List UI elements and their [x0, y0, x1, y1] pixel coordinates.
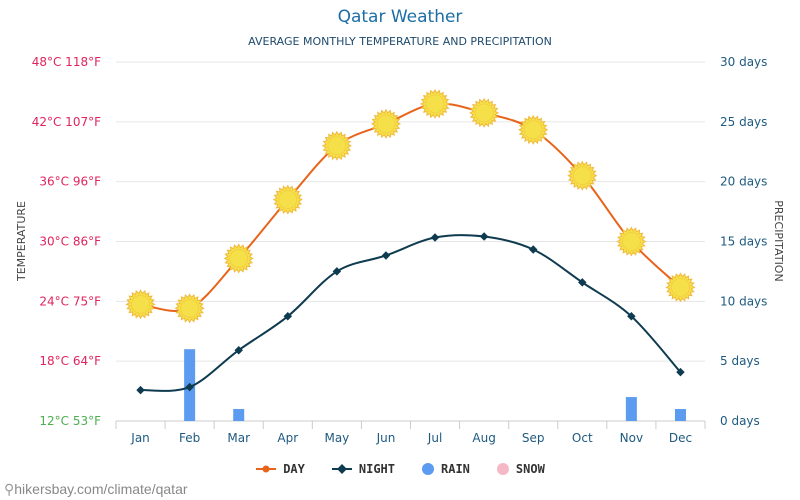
night-point [528, 245, 538, 254]
pin-icon: ⚲ [4, 481, 15, 497]
x-tick-label: Nov [620, 431, 643, 445]
y-right-tick-label: 0 days [720, 414, 760, 428]
legend-item-snow[interactable]: SNOW [496, 462, 545, 476]
night-series-line [140, 234, 682, 392]
night-point [185, 382, 194, 392]
x-tick-label: Mar [227, 431, 250, 445]
source-link-text: hikersbay.com/climate/qatar [14, 481, 188, 497]
x-tick-label: Sep [522, 431, 545, 445]
x-tick-label: Jun [376, 431, 396, 445]
x-tick-label: Jul [427, 431, 442, 445]
night-point [332, 267, 342, 276]
x-tick-label: May [324, 431, 349, 445]
legend: DAY NIGHT RAIN SNOW [0, 462, 800, 476]
legend-item-night[interactable]: NIGHT [331, 462, 395, 476]
night-point [381, 251, 391, 260]
y-right-tick-label: 5 days [720, 354, 760, 368]
y-left-tick-label: 18°C 64°F [39, 354, 101, 368]
y-left-tick-label: 30°C 86°F [39, 235, 101, 249]
night-point [479, 232, 489, 241]
night-line-icon [331, 464, 352, 474]
night-point [676, 367, 685, 377]
day-point [376, 114, 396, 134]
y-right-tick-label: 15 days [720, 235, 767, 249]
night-point [136, 385, 145, 395]
day-point [180, 298, 200, 318]
x-tick-label: Dec [669, 431, 692, 445]
night-point [430, 233, 440, 242]
chart-subtitle: AVERAGE MONTHLY TEMPERATURE AND PRECIPIT… [248, 35, 552, 48]
x-tick-label: Oct [572, 431, 593, 445]
day-series-line [140, 102, 682, 313]
x-tick-label: Apr [277, 431, 298, 445]
legend-label-snow: SNOW [515, 462, 545, 476]
day-point [671, 277, 690, 297]
legend-label-day: DAY [283, 462, 305, 476]
rain-bar [625, 397, 637, 421]
y-right-axis-title: PRECIPITATION [772, 200, 785, 281]
y-left-tick-label: 48°C 118°F [32, 55, 101, 69]
source-link[interactable]: ⚲hikersbay.com/climate/qatar [4, 481, 188, 498]
x-tick-label: Aug [472, 431, 495, 445]
x-tick-label: Jan [130, 431, 150, 445]
day-point [425, 94, 445, 114]
day-point [621, 232, 641, 251]
night-point [578, 278, 587, 287]
y-left-axis-title: TEMPERATURE [15, 201, 28, 282]
night-point [627, 312, 636, 321]
rain-dot-icon [422, 463, 434, 475]
day-point [278, 190, 298, 210]
snow-dot-icon [496, 463, 509, 475]
day-point [474, 103, 494, 123]
y-right-tick-label: 10 days [720, 294, 767, 308]
legend-label-night: NIGHT [358, 462, 395, 476]
day-point [572, 166, 592, 186]
y-left-tick-label: 36°C 96°F [39, 175, 101, 189]
y-left-tick-label: 24°C 75°F [39, 294, 101, 308]
x-tick-label: Feb [179, 431, 200, 445]
legend-label-rain: RAIN [441, 462, 470, 476]
day-point [131, 294, 150, 314]
legend-item-day[interactable]: DAY [255, 462, 305, 476]
day-line-icon [256, 465, 277, 473]
y-right-tick-label: 25 days [720, 115, 767, 129]
rain-bar [674, 409, 686, 421]
chart-title: Qatar Weather [337, 7, 463, 27]
day-point [327, 136, 347, 156]
day-point [523, 120, 543, 140]
legend-item-rain[interactable]: RAIN [421, 462, 470, 476]
y-left-tick-label: 12°C 53°F [39, 414, 101, 428]
y-left-tick-label: 42°C 107°F [32, 115, 101, 129]
night-point [283, 312, 293, 321]
day-point [229, 249, 249, 268]
y-right-tick-label: 30 days [720, 55, 767, 69]
night-point [234, 345, 243, 355]
y-right-tick-label: 20 days [720, 175, 767, 189]
rain-bar [233, 409, 245, 421]
